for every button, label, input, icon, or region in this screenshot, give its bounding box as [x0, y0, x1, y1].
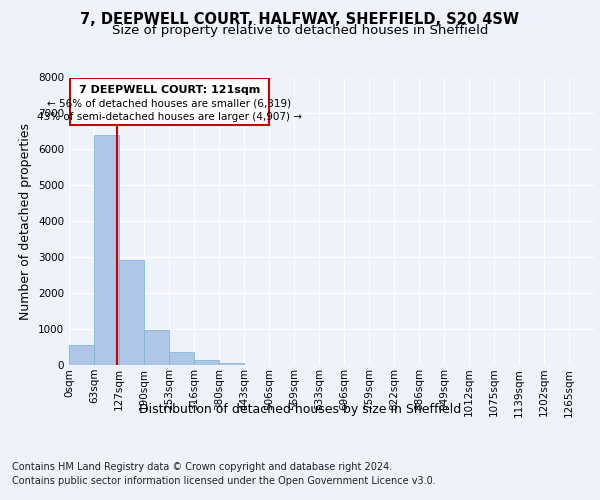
Bar	[119, 260, 144, 365]
Text: Contains HM Land Registry data © Crown copyright and database right 2024.: Contains HM Land Registry data © Crown c…	[12, 462, 392, 472]
Bar	[219, 362, 244, 365]
Text: Size of property relative to detached houses in Sheffield: Size of property relative to detached ho…	[112, 24, 488, 37]
Bar	[144, 330, 169, 365]
Bar	[94, 136, 119, 365]
Text: 7 DEEPWELL COURT: 121sqm: 7 DEEPWELL COURT: 121sqm	[79, 84, 260, 94]
Text: 7, DEEPWELL COURT, HALFWAY, SHEFFIELD, S20 4SW: 7, DEEPWELL COURT, HALFWAY, SHEFFIELD, S…	[80, 12, 520, 28]
Y-axis label: Number of detached properties: Number of detached properties	[19, 122, 32, 320]
Bar	[70, 78, 269, 125]
Text: Contains public sector information licensed under the Open Government Licence v3: Contains public sector information licen…	[12, 476, 436, 486]
Text: Distribution of detached houses by size in Sheffield: Distribution of detached houses by size …	[139, 402, 461, 415]
Text: ← 56% of detached houses are smaller (6,319): ← 56% of detached houses are smaller (6,…	[47, 98, 292, 108]
Bar	[194, 360, 219, 365]
Bar	[169, 352, 194, 365]
Bar	[69, 344, 94, 365]
Text: 43% of semi-detached houses are larger (4,907) →: 43% of semi-detached houses are larger (…	[37, 112, 302, 122]
